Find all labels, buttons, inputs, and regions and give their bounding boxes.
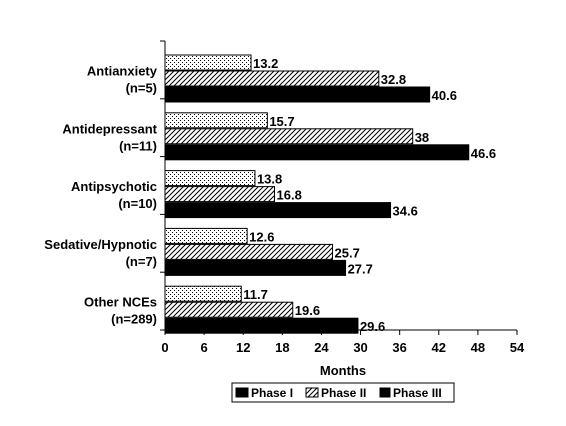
bar-phase-i <box>164 170 256 187</box>
bar-phase-ii <box>164 186 276 203</box>
legend-label: Phase I <box>251 386 293 400</box>
legend-label: Phase III <box>393 386 442 400</box>
value-label: 13.8 <box>257 172 282 187</box>
legend-swatch <box>235 387 249 398</box>
value-label: 11.7 <box>243 287 268 302</box>
value-label: 19.6 <box>295 303 320 318</box>
bar-phase-ii <box>164 128 414 145</box>
x-tick-label: 0 <box>161 340 168 355</box>
value-label: 40.6 <box>432 88 457 103</box>
category-label: Antidepressant <box>62 121 157 136</box>
legend-label: Phase II <box>321 386 366 400</box>
x-tick-label: 18 <box>275 340 289 355</box>
x-tick-label: 42 <box>432 340 446 355</box>
legend-swatch <box>305 387 319 398</box>
x-axis-title: Months <box>320 363 366 378</box>
x-tick-label: 24 <box>314 340 329 355</box>
bar-phase-i <box>164 112 268 129</box>
legend-swatch <box>379 387 391 398</box>
bar-phase-ii <box>164 301 294 318</box>
bar-phase-iii <box>164 86 431 103</box>
bar-phase-i <box>164 285 242 302</box>
value-label: 32.8 <box>381 72 406 87</box>
category-label: (n=5) <box>126 81 157 96</box>
value-label: 12.6 <box>249 229 274 244</box>
x-tick-label: 48 <box>471 340 485 355</box>
bar-phase-ii <box>164 70 380 87</box>
category-label: (n=289) <box>111 312 157 327</box>
bar-phase-i <box>164 54 252 71</box>
bar-phase-iii <box>164 259 347 276</box>
value-label: 13.2 <box>253 56 278 71</box>
plot-area: 13.2 32.8 40.6 Antianxiety (n=5) 15.7 38 46.6 An… <box>44 40 525 378</box>
bar-phase-iii <box>164 144 470 161</box>
category-label: Antianxiety <box>87 64 158 79</box>
bar-phase-i <box>164 227 248 244</box>
category-label: (n=7) <box>126 254 157 269</box>
category-label: Sedative/Hypnotic <box>44 237 157 252</box>
x-tick-label: 12 <box>236 340 250 355</box>
value-label: 38 <box>415 130 429 145</box>
bar-phase-iii <box>164 202 392 219</box>
bar-phase-ii <box>164 243 334 260</box>
value-label: 16.8 <box>277 188 302 203</box>
x-tick-label: 36 <box>392 340 406 355</box>
value-label: 27.7 <box>348 261 373 276</box>
category-label: Antipsychotic <box>71 179 157 194</box>
x-tick-label: 6 <box>200 340 207 355</box>
value-label: 15.7 <box>269 114 294 129</box>
bar-phase-iii <box>164 317 359 334</box>
value-label: 25.7 <box>335 245 360 260</box>
legend: Phase I Phase II Phase III <box>231 382 455 403</box>
category-label: Other NCEs <box>84 295 157 310</box>
x-tick-label: 54 <box>510 340 525 355</box>
value-label: 46.6 <box>471 146 496 161</box>
category-label: (n=10) <box>118 196 157 211</box>
x-tick-label: 30 <box>353 340 367 355</box>
legend-box <box>231 382 455 403</box>
value-label: 29.6 <box>360 319 385 334</box>
category-label: (n=11) <box>119 138 157 153</box>
value-label: 34.6 <box>393 204 418 219</box>
